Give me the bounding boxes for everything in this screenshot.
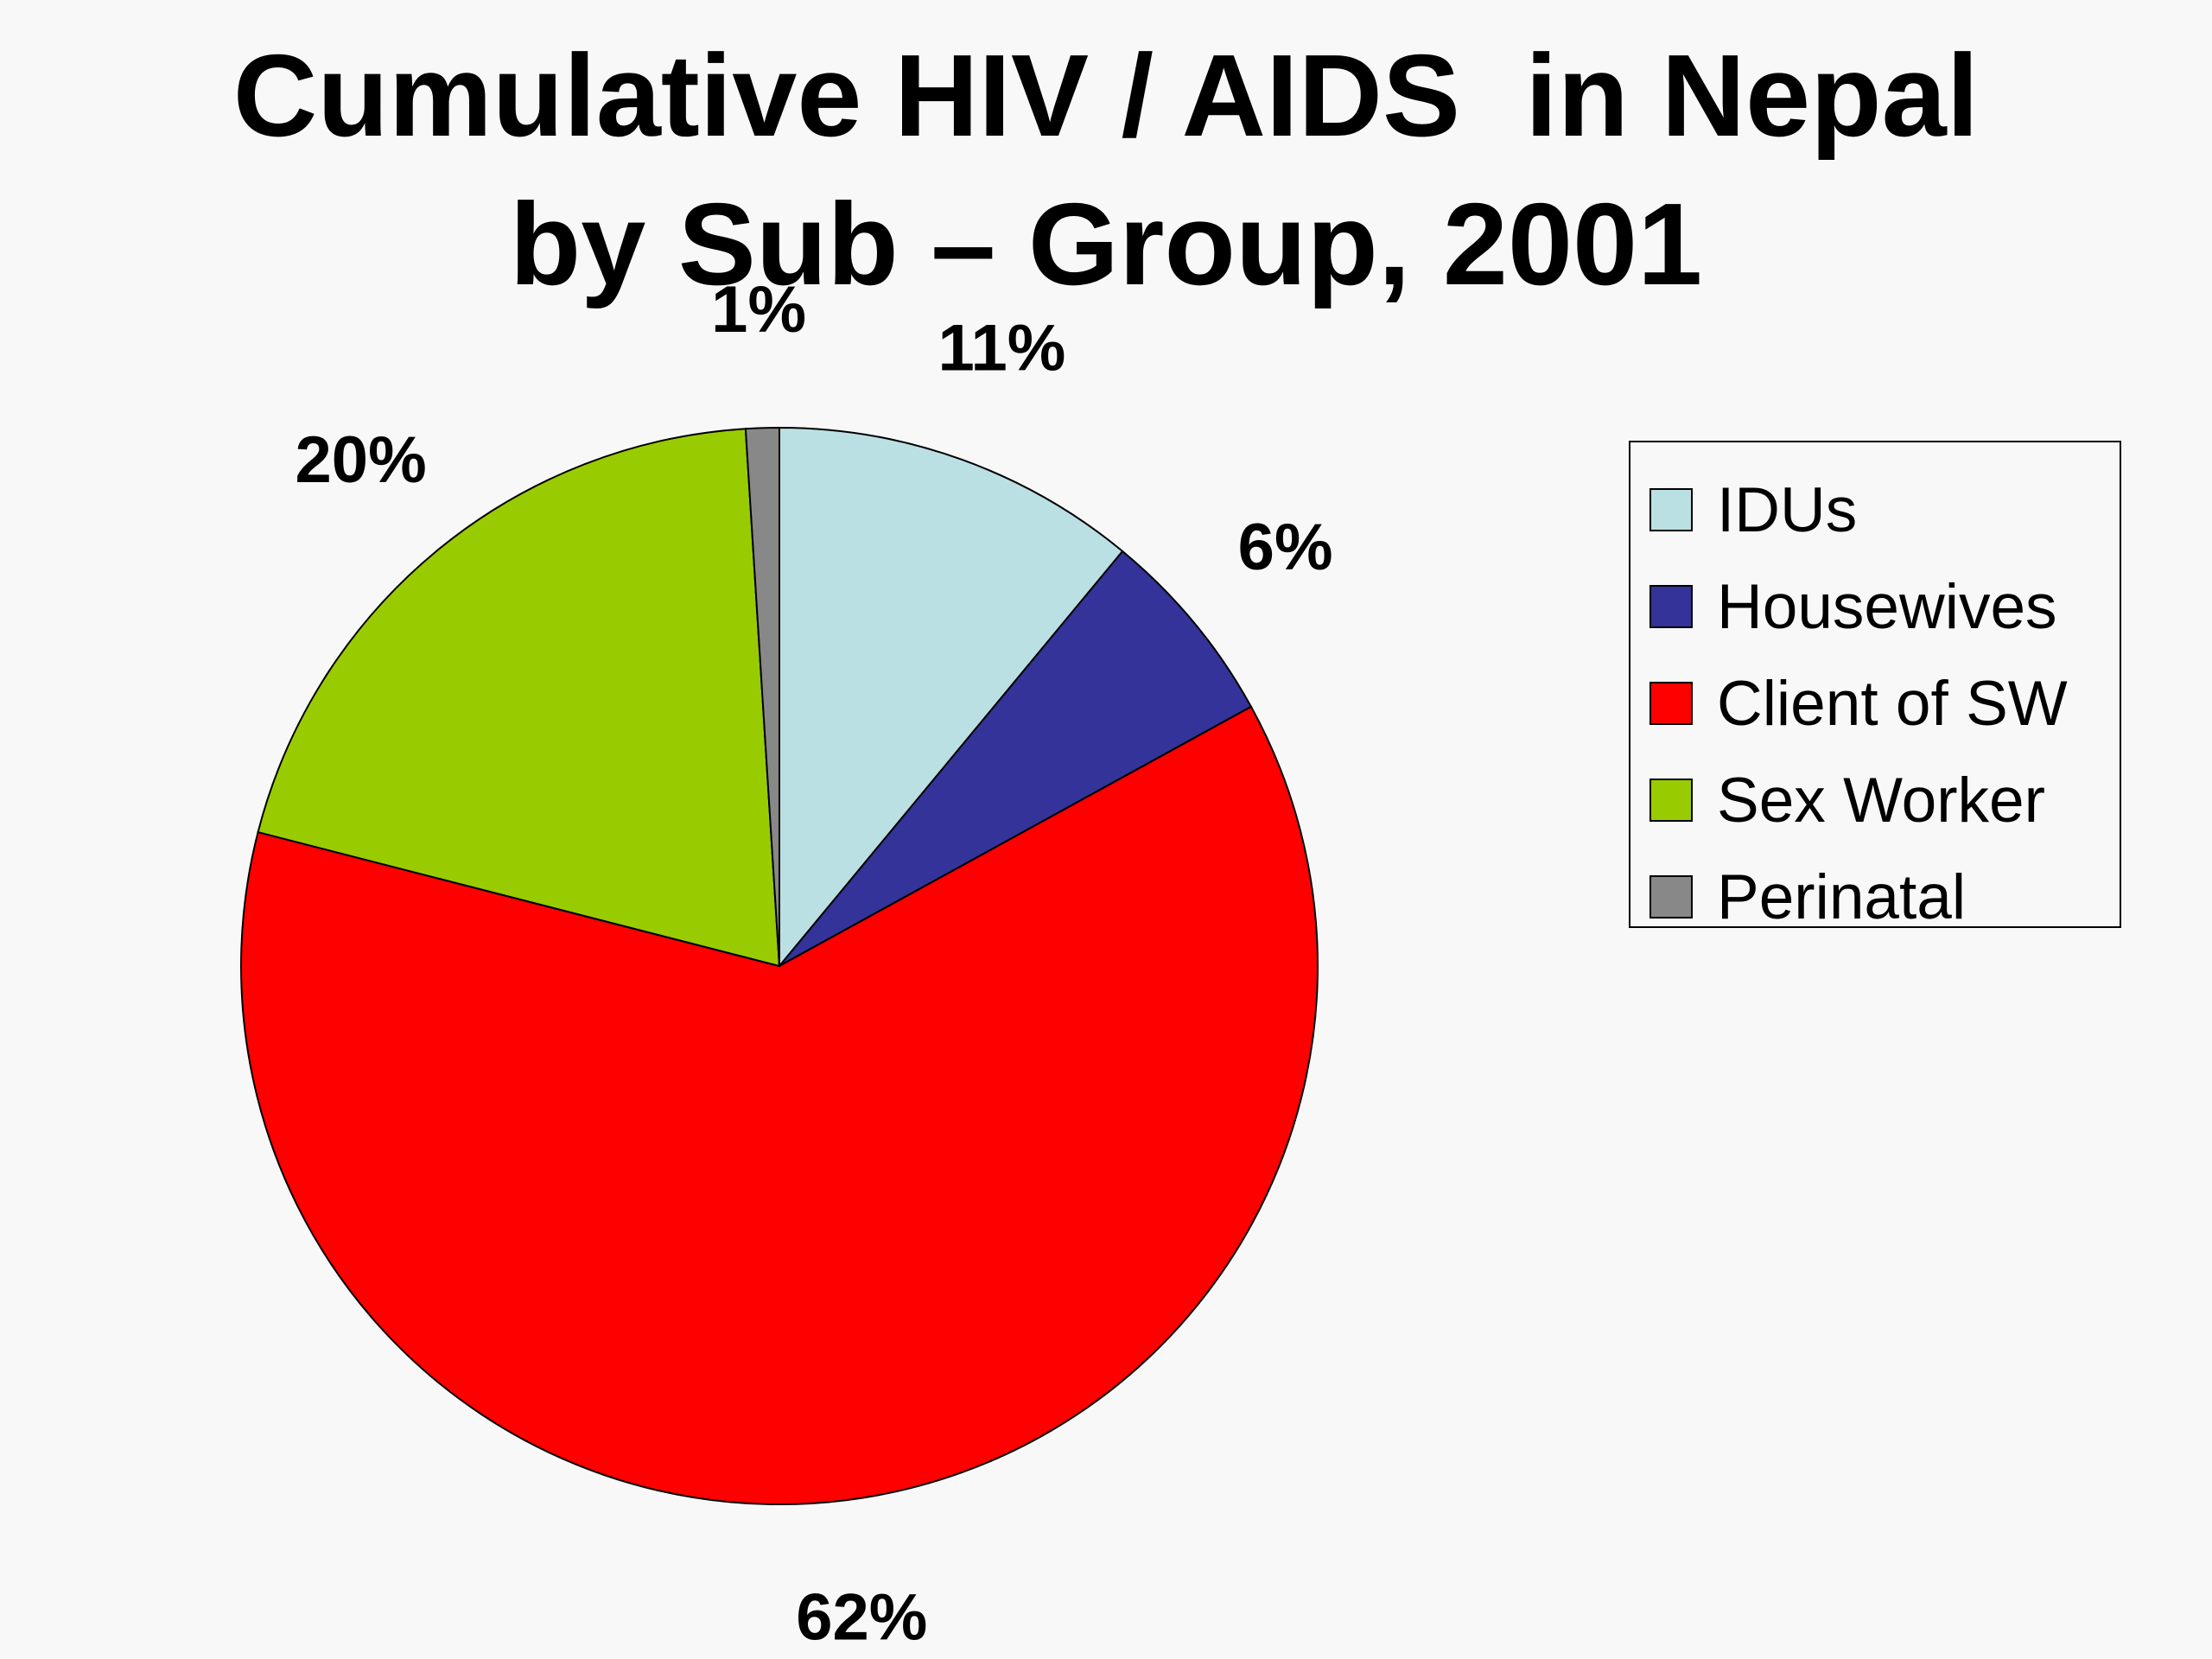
value-label-housewives: 6%	[1238, 511, 1333, 584]
pie-slice-idus	[779, 426, 1124, 969]
legend-label-perinatal: Perinatal	[1717, 861, 1967, 932]
pie-slice-housewives	[779, 550, 1253, 967]
legend-swatch-housewives	[1649, 585, 1693, 628]
legend-label-housewives: Housewives	[1717, 571, 2057, 642]
legend-item-sex-worker: Sex Worker	[1649, 765, 2045, 836]
legend-swatch-idus	[1649, 488, 1693, 531]
legend-swatch-client-of-sw	[1649, 682, 1693, 725]
legend-swatch-sex-worker	[1649, 779, 1693, 822]
value-label-client-of-sw: 62%	[796, 1581, 927, 1655]
legend-label-client-of-sw: Client of SW	[1717, 668, 2068, 739]
pie-slice-client-of-sw	[240, 705, 1319, 1505]
chart-title: Cumulative HIV / AIDS in Nepal by Sub – …	[0, 22, 2212, 319]
chart-title-line-2: by Sub – Group, 2001	[509, 179, 1703, 309]
legend-item-housewives: Housewives	[1649, 571, 2057, 642]
pie-slices	[240, 426, 1319, 1505]
value-label-sex-worker: 20%	[296, 423, 427, 497]
chart-title-line-1: Cumulative HIV / AIDS in Nepal	[232, 30, 1980, 161]
pie-value-labels: 11% 6% 62% 20% 1%	[296, 273, 1333, 1655]
legend-item-idus: IDUs	[1649, 474, 1858, 545]
value-label-idus: 11%	[938, 311, 1065, 385]
legend: IDUs Housewives Client of SW Sex Worker …	[1629, 441, 2121, 932]
legend-label-idus: IDUs	[1717, 474, 1858, 545]
pie-slice-sex-worker	[257, 428, 781, 968]
legend-item-client-of-sw: Client of SW	[1649, 668, 2068, 739]
legend-item-perinatal: Perinatal	[1649, 861, 1967, 932]
value-label-perinatal: 1%	[711, 273, 806, 346]
legend-swatch-perinatal	[1649, 875, 1693, 918]
legend-label-sex-worker: Sex Worker	[1717, 765, 2045, 836]
pie-slice-perinatal	[744, 426, 780, 967]
